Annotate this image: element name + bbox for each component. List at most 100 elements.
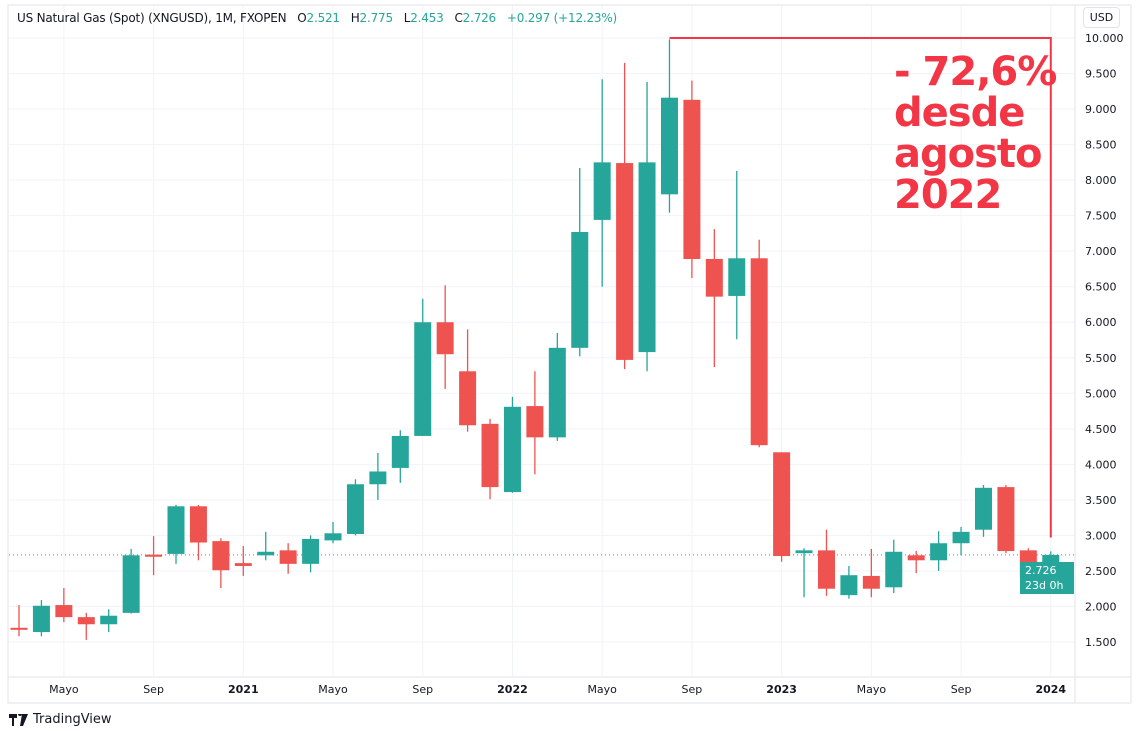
candle-body <box>526 406 544 438</box>
last-price-label: 2.726 23d 0h <box>1020 562 1074 594</box>
open-label: O <box>297 11 307 25</box>
candle-body <box>32 605 50 633</box>
candle <box>660 39 678 213</box>
candle-body <box>77 617 95 625</box>
time-tick-label: Sep <box>951 683 972 696</box>
candle <box>526 371 544 475</box>
price-tick-label: 6.500 <box>1085 281 1117 294</box>
tradingview-brand: TradingView <box>33 712 112 727</box>
candle <box>346 479 364 536</box>
time-tick-label: 2023 <box>766 683 797 696</box>
annotation-line-3: agosto <box>894 131 1043 177</box>
candle-body <box>503 406 521 493</box>
candle-body <box>593 162 611 220</box>
annotation-line-2: desde <box>894 90 1025 136</box>
price-tick-label: 2.500 <box>1085 565 1117 578</box>
time-tick-label: Sep <box>682 683 703 696</box>
bar-countdown: 23d 0h <box>1025 579 1064 592</box>
price-tick-label: 10.000 <box>1085 32 1124 45</box>
price-tick-label: 9.000 <box>1085 103 1117 116</box>
candle <box>885 539 903 593</box>
candle-body <box>369 471 387 485</box>
price-tick-label: 2.000 <box>1085 600 1117 613</box>
symbol-title: US Natural Gas (Spot) (XNGUSD), 1M, FXOP… <box>17 11 287 25</box>
price-tick-label: 3.500 <box>1085 494 1117 507</box>
candle-body <box>414 322 432 436</box>
candle-body <box>234 563 252 566</box>
low-value: 2.453 <box>410 11 444 25</box>
candle-body <box>167 506 185 554</box>
tradingview-logo[interactable]: TradingView <box>9 712 112 727</box>
time-tick-label: 2022 <box>497 683 528 696</box>
candle-body <box>862 575 880 589</box>
price-tick-label: 1.500 <box>1085 636 1117 649</box>
change-value: +0.297 (+12.23%) <box>506 11 618 25</box>
price-tick-label: 7.000 <box>1085 245 1117 258</box>
price-tick-label: 7.500 <box>1085 210 1117 223</box>
candle-body <box>952 531 970 544</box>
candle <box>952 526 970 556</box>
candle-body <box>279 550 297 564</box>
candle-body <box>997 487 1015 552</box>
candle-body <box>481 423 499 488</box>
high-value: 2.775 <box>359 11 394 25</box>
annotation-line-4: 2022 <box>894 172 1002 218</box>
last-price: 2.726 <box>1025 564 1057 577</box>
annotation-line-1: - 72,6% <box>894 49 1057 95</box>
candle-body <box>616 163 634 360</box>
candle <box>593 79 611 287</box>
time-tick-label: Mayo <box>857 683 887 696</box>
time-tick-label: 2024 <box>1035 683 1066 696</box>
candle <box>369 452 387 500</box>
price-tick-label: 4.000 <box>1085 458 1117 471</box>
candle-body <box>324 533 342 541</box>
high-label: H <box>350 11 360 25</box>
time-tick-label: 2021 <box>228 683 259 696</box>
price-tick-label: 9.500 <box>1085 68 1117 81</box>
candle <box>503 396 521 493</box>
time-tick-label: Sep <box>412 683 433 696</box>
candle-body <box>907 555 925 561</box>
candle <box>907 551 925 574</box>
candle <box>257 531 275 561</box>
price-axis[interactable]: 1.500 2.000 2.500 3.000 3.500 4.000 4.500 5.000… <box>1085 32 1124 649</box>
price-tick-label: 4.500 <box>1085 423 1117 436</box>
candle <box>167 504 185 564</box>
tradingview-logo-icon <box>9 713 28 726</box>
candle-body <box>773 452 791 557</box>
candle-body <box>638 162 656 353</box>
candle-body <box>571 231 589 348</box>
candle-body <box>817 550 835 589</box>
drawdown-line <box>669 37 1052 538</box>
candle-body <box>122 555 140 613</box>
candle <box>683 80 701 279</box>
candle <box>930 531 948 571</box>
candle <box>189 504 207 561</box>
candle-body <box>346 484 364 534</box>
price-tick-label: 5.000 <box>1085 387 1117 400</box>
candle <box>302 535 320 573</box>
candle <box>145 536 163 576</box>
time-tick-label: Mayo <box>49 683 79 696</box>
candle-body <box>728 258 746 296</box>
candle <box>32 600 50 637</box>
candle <box>391 430 409 483</box>
time-tick-label: Mayo <box>587 683 617 696</box>
candle <box>100 609 118 633</box>
candle-body <box>257 551 275 556</box>
candle <box>324 521 342 544</box>
time-axis[interactable]: Mayo Sep 2021 Mayo Sep 2022 Mayo Sep 2023 Mayo Sep… <box>49 683 1066 696</box>
candle <box>728 170 746 340</box>
candle <box>459 329 477 432</box>
candle-body <box>189 506 207 543</box>
candle <box>414 298 432 436</box>
low-label: L <box>403 11 411 25</box>
annotation-line <box>669 37 1052 538</box>
candle <box>795 548 813 598</box>
candle <box>974 484 992 537</box>
candle <box>279 543 297 574</box>
candle <box>705 229 723 368</box>
currency-button[interactable]: USD <box>1083 7 1120 28</box>
candle <box>571 168 589 357</box>
